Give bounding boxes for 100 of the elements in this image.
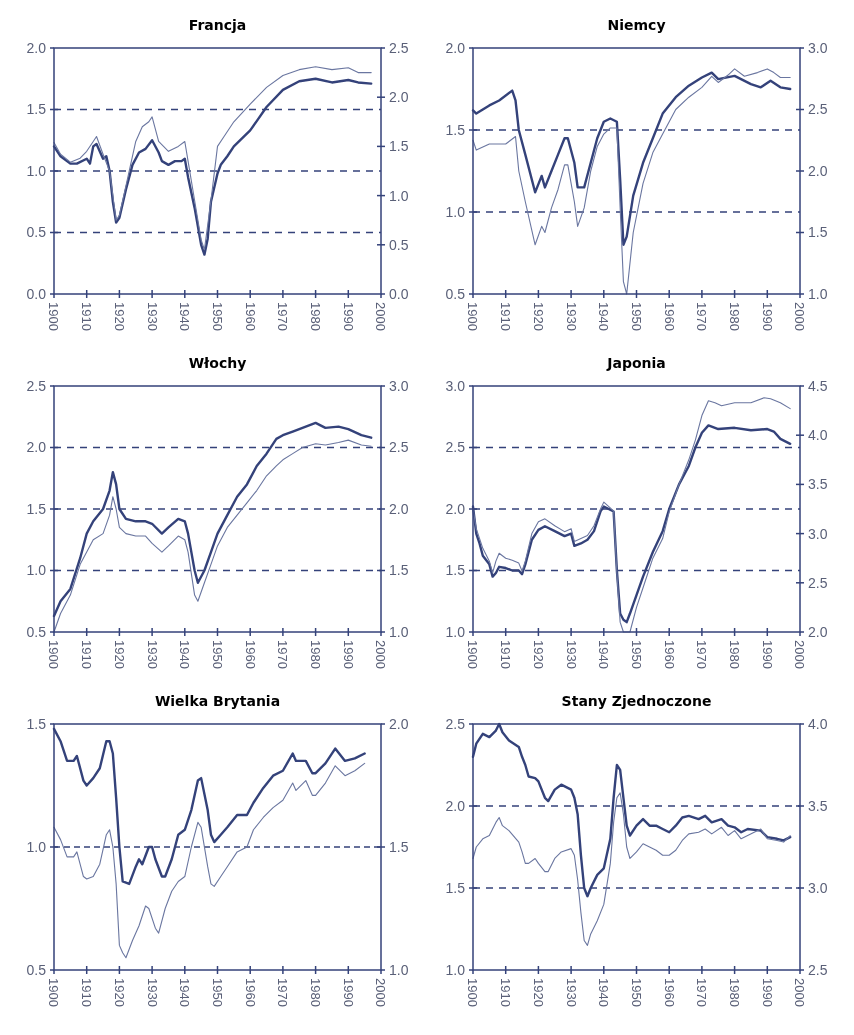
x-tick-label: 1930 <box>144 640 160 669</box>
x-tick-label: 1950 <box>209 978 225 1007</box>
x-tick-label: 2000 <box>373 978 389 1007</box>
y2-tick-label: 2.5 <box>808 101 828 118</box>
y-tick-label: 0.5 <box>26 623 47 640</box>
y-tick-label: 1.5 <box>26 500 47 517</box>
x-tick-label: 1920 <box>111 302 127 331</box>
x-tick-label: 1980 <box>308 640 324 669</box>
x-tick-label: 1930 <box>563 302 579 331</box>
y-tick-label: 0.0 <box>26 285 47 302</box>
y2-tick-label: 1.0 <box>808 285 828 302</box>
y-tick-label: 0.5 <box>26 224 47 241</box>
x-tick-label: 2000 <box>373 302 389 331</box>
x-tick-label: 1940 <box>177 978 193 1007</box>
x-tick-label: 2000 <box>792 640 808 669</box>
x-tick-label: 1900 <box>465 978 481 1007</box>
chart-title: Japonia <box>606 355 666 371</box>
x-tick-label: 1950 <box>209 302 225 331</box>
x-tick-label: 2000 <box>792 978 808 1007</box>
y2-tick-label: 0.0 <box>389 285 409 302</box>
y2-tick-label: 2.0 <box>808 623 828 640</box>
y-tick-label: 1.0 <box>445 961 466 978</box>
line-series <box>53 439 372 633</box>
x-tick-label: 1920 <box>111 640 127 669</box>
x-tick-label: 1940 <box>177 640 193 669</box>
x-tick-label: 1900 <box>465 302 481 331</box>
y2-tick-label: 4.0 <box>808 427 828 444</box>
x-tick-label: 1900 <box>46 302 62 331</box>
y2-tick-label: 1.0 <box>389 961 409 978</box>
line-series <box>472 68 791 295</box>
chart-title: Francja <box>188 17 247 33</box>
y2-tick-label: 2.0 <box>808 162 828 179</box>
y-tick-label: 1.0 <box>445 623 466 640</box>
x-tick-label: 1940 <box>596 302 612 331</box>
y-tick-label: 3.0 <box>445 377 466 394</box>
x-tick-label: 1910 <box>498 640 514 669</box>
y2-tick-label: 1.5 <box>389 138 409 155</box>
x-tick-label: 1950 <box>209 640 225 669</box>
x-tick-label: 2000 <box>792 302 808 331</box>
x-tick-label: 1900 <box>46 640 62 669</box>
y-tick-label: 1.5 <box>445 879 466 896</box>
y2-tick-label: 4.0 <box>808 715 828 732</box>
y2-tick-label: 2.5 <box>808 574 828 591</box>
x-tick-label: 1940 <box>177 302 193 331</box>
y2-tick-label: 3.0 <box>808 39 828 56</box>
y2-tick-label: 3.5 <box>808 476 828 493</box>
y2-tick-label: 1.5 <box>389 562 409 579</box>
y-tick-label: 2.0 <box>26 39 47 56</box>
y2-tick-label: 0.5 <box>389 236 409 253</box>
y-tick-label: 2.0 <box>445 500 466 517</box>
x-tick-label: 1930 <box>144 978 160 1007</box>
x-tick-label: 1930 <box>563 978 579 1007</box>
x-tick-label: 1970 <box>694 302 710 331</box>
y-tick-label: 1.0 <box>445 203 466 220</box>
x-tick-label: 1930 <box>144 302 160 331</box>
y2-tick-label: 2.0 <box>389 715 409 732</box>
x-tick-label: 1980 <box>727 302 743 331</box>
y2-tick-label: 3.0 <box>808 879 828 896</box>
x-tick-label: 1950 <box>628 302 644 331</box>
y-tick-label: 1.5 <box>445 562 466 579</box>
x-tick-label: 1940 <box>596 640 612 669</box>
x-tick-label: 1990 <box>759 978 775 1007</box>
x-tick-label: 1920 <box>530 640 546 669</box>
y2-tick-label: 1.5 <box>389 838 409 855</box>
x-tick-label: 1970 <box>275 302 291 331</box>
chart-title: Stany Zjednoczone <box>561 693 712 709</box>
y-tick-label: 1.0 <box>26 838 47 855</box>
y-tick-label: 2.5 <box>26 377 47 394</box>
line-series <box>53 762 366 959</box>
y2-tick-label: 3.0 <box>808 525 828 542</box>
x-tick-label: 1980 <box>727 978 743 1007</box>
y2-tick-label: 4.5 <box>808 377 828 394</box>
chart-title: Wielka Brytania <box>154 693 281 709</box>
x-tick-label: 1910 <box>79 640 95 669</box>
y-tick-label: 2.0 <box>445 39 466 56</box>
y2-tick-label: 2.5 <box>389 39 409 56</box>
y-tick-label: 1.5 <box>445 121 466 138</box>
x-tick-label: 1920 <box>530 978 546 1007</box>
x-tick-label: 1910 <box>79 978 95 1007</box>
x-tick-label: 1960 <box>242 640 258 669</box>
y-tick-label: 1.0 <box>26 162 47 179</box>
chart-title: Niemcy <box>607 17 666 33</box>
x-tick-label: 1950 <box>628 640 644 669</box>
x-tick-label: 1960 <box>661 978 677 1007</box>
x-tick-label: 1950 <box>628 978 644 1007</box>
line-series <box>472 397 791 633</box>
x-tick-label: 1970 <box>275 978 291 1007</box>
x-tick-label: 2000 <box>373 640 389 669</box>
y2-tick-label: 1.5 <box>808 224 828 241</box>
x-tick-label: 1900 <box>46 978 62 1007</box>
y2-tick-label: 2.5 <box>389 439 409 456</box>
x-tick-label: 1910 <box>498 302 514 331</box>
x-tick-label: 1960 <box>661 640 677 669</box>
x-tick-label: 1970 <box>694 640 710 669</box>
y2-tick-label: 3.0 <box>389 377 409 394</box>
x-tick-label: 1990 <box>759 640 775 669</box>
y-tick-label: 2.0 <box>445 797 466 814</box>
y-tick-label: 2.5 <box>445 439 466 456</box>
y2-tick-label: 2.5 <box>808 961 828 978</box>
y-tick-label: 0.5 <box>445 285 466 302</box>
